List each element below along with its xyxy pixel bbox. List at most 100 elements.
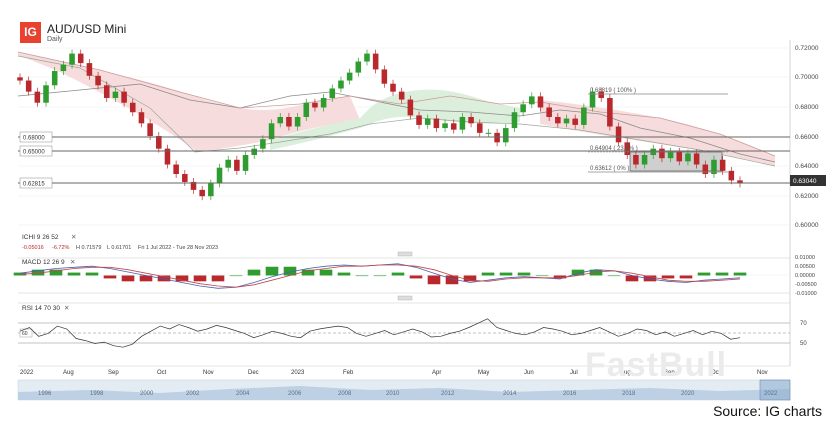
timeline-navigator[interactable]: 1996 1998 2000 2002 2004 2006 2008 2010 … — [17, 379, 791, 401]
macd-histogram-bar — [607, 275, 621, 277]
candle-body — [685, 153, 691, 162]
macd-histogram-bar — [553, 275, 567, 279]
candle-body — [338, 80, 344, 89]
level-label-3: 0.62815 — [23, 182, 45, 188]
candle-body — [69, 53, 75, 65]
candle-body — [216, 167, 223, 184]
candle-body — [503, 128, 509, 143]
candle-body — [728, 170, 735, 181]
navigator-year: 1996 — [38, 391, 52, 397]
candle-body — [225, 159, 231, 168]
navigator-year: 2010 — [386, 391, 400, 397]
candle-body — [390, 83, 396, 92]
level-tag-2 — [19, 145, 53, 157]
macd-histogram-bar — [229, 275, 243, 277]
navigator-year: 2002 — [186, 391, 200, 397]
candle-body — [520, 104, 526, 113]
candle-body — [511, 112, 518, 129]
level-label-1: 0.68000 — [23, 136, 45, 142]
candle-body — [112, 91, 119, 98]
candle-body — [711, 159, 717, 175]
rsi-marker-label: 60 — [22, 331, 28, 337]
fib-236-label: 0.64904 ( 23.6% ) — [590, 146, 638, 152]
macd-histogram-bar — [175, 275, 189, 282]
navigator-year: 2008 — [338, 391, 352, 397]
month-tick: Nov — [757, 370, 768, 376]
macd-histogram-bar — [625, 275, 639, 282]
candle-body — [450, 123, 457, 130]
macd-histogram-bar — [445, 275, 459, 285]
candle-body — [416, 115, 422, 125]
candle-body — [719, 159, 726, 171]
candle-body — [251, 148, 257, 156]
macd-histogram-bar — [85, 272, 99, 276]
month-tick: Feb — [343, 370, 354, 376]
macd-histogram-bar — [517, 272, 531, 276]
macd-histogram-bar — [265, 266, 279, 276]
candle-body — [294, 116, 301, 127]
macd-signal-line — [19, 264, 741, 288]
candle-body — [129, 102, 136, 113]
candle-body — [476, 123, 483, 133]
candle-body — [303, 102, 310, 117]
macd-histogram-bar — [535, 275, 549, 277]
candle-body — [589, 91, 596, 108]
candle-body — [581, 107, 587, 125]
candle-body — [156, 136, 162, 149]
month-tick: Aug — [620, 370, 631, 376]
macd-y-tick: -0.01000 — [795, 291, 817, 297]
ig-logo: IG — [20, 22, 41, 43]
candle-body — [260, 139, 266, 149]
candle-body — [147, 123, 153, 136]
last-price-label: 0.63040 — [793, 178, 817, 185]
macd-histogram-bar — [301, 269, 315, 276]
panel-collapse-handle[interactable] — [397, 251, 413, 257]
rsi-label: RSI 14 70 30 — [22, 305, 60, 312]
month-tick: Oct — [157, 370, 167, 376]
candle-body — [234, 159, 240, 171]
candle-body — [17, 77, 23, 81]
macd-histogram-bar — [121, 275, 135, 282]
rsi-y-tick-70: 70 — [800, 321, 807, 327]
candle-body — [563, 118, 570, 124]
fib-0-label: 0.63612 ( 0% ) — [590, 166, 629, 172]
time-axis: 2022 Aug Sep Oct Nov Dec 2023 Feb Apr Ma… — [18, 365, 790, 376]
macd-histogram-bar — [481, 272, 495, 276]
candle-body — [199, 189, 205, 197]
senkou-a-line — [17, 51, 776, 157]
panel-collapse-handle[interactable] — [397, 295, 413, 301]
y-tick: 0.68000 — [795, 104, 819, 111]
candle-body — [737, 180, 743, 184]
candle-body — [633, 155, 639, 165]
candle-body — [103, 85, 110, 98]
macd-y-tick: -0.00500 — [795, 282, 817, 288]
candle-body — [346, 72, 353, 81]
macd-histogram-bar — [427, 275, 441, 285]
ichimoku-close-icon: ✕ — [71, 234, 76, 241]
month-tick: Aug — [63, 370, 74, 376]
macd-histogram-bar — [409, 275, 423, 279]
candle-body — [34, 91, 41, 103]
level-label-2: 0.65000 — [23, 150, 45, 156]
interval-label: Daily — [47, 36, 63, 43]
y-tick: 0.64000 — [795, 163, 819, 170]
macd-y-tick: 0.01000 — [795, 255, 815, 261]
kijun-line — [17, 83, 776, 163]
macd-histogram-bar — [283, 266, 297, 276]
ichimoku-change-pct: -6.72% — [52, 245, 70, 251]
navigator-year: 2016 — [563, 391, 577, 397]
macd-histogram-bar — [211, 275, 225, 282]
y-tick: 0.62000 — [795, 193, 819, 200]
candle-body — [494, 132, 500, 143]
candle-body — [60, 64, 67, 72]
macd-close-icon: ✕ — [70, 259, 75, 266]
navigator-year: 2012 — [441, 391, 455, 397]
candle-body — [312, 102, 318, 108]
macd-histogram-bar — [643, 275, 657, 282]
candle-body — [650, 148, 657, 156]
navigator-window[interactable] — [759, 379, 791, 401]
candle-body — [277, 116, 284, 124]
candle-body — [398, 91, 405, 100]
month-tick: Nov — [203, 370, 214, 376]
